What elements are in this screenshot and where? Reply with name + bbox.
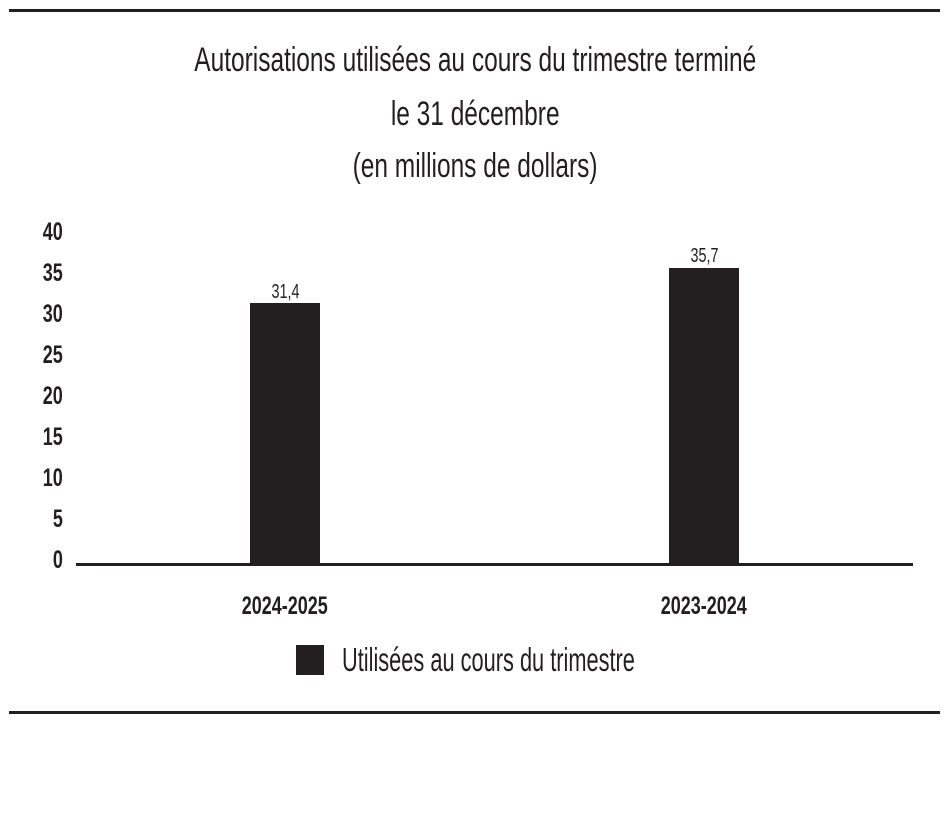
bottom-rule (9, 711, 940, 714)
x-axis-baseline (76, 563, 913, 566)
chart-title-line-1: Autorisations utilisées au cours du trim… (0, 40, 950, 80)
y-tick: 40 (42, 218, 63, 246)
bar-value-label: 31,4 (270, 281, 300, 303)
y-tick: 5 (52, 505, 63, 533)
legend-swatch (296, 645, 324, 675)
bar-2023-2024 (669, 268, 739, 564)
chart-title-line-3: (en millions de dollars) (0, 146, 950, 186)
legend-label: Utilisées au cours du trimestre (342, 641, 635, 678)
y-tick: 10 (42, 464, 63, 492)
y-tick: 0 (52, 546, 63, 574)
y-tick: 30 (42, 300, 63, 328)
title-text-2: le 31 décembre (390, 95, 560, 133)
title-text-3: (en millions de dollars) (352, 147, 598, 185)
x-tick-label: 2023-2024 (660, 592, 748, 620)
bar-2024-2025 (250, 303, 320, 564)
x-tick-label: 2024-2025 (241, 592, 329, 620)
y-tick: 35 (42, 259, 63, 287)
y-tick: 15 (42, 423, 63, 451)
y-tick: 20 (42, 382, 63, 410)
top-rule (9, 9, 940, 12)
bar-value-label: 35,7 (689, 245, 719, 267)
y-tick: 25 (42, 341, 63, 369)
title-text-1: Autorisations utilisées au cours du trim… (194, 41, 756, 79)
chart-title-line-2: le 31 décembre (0, 94, 950, 134)
